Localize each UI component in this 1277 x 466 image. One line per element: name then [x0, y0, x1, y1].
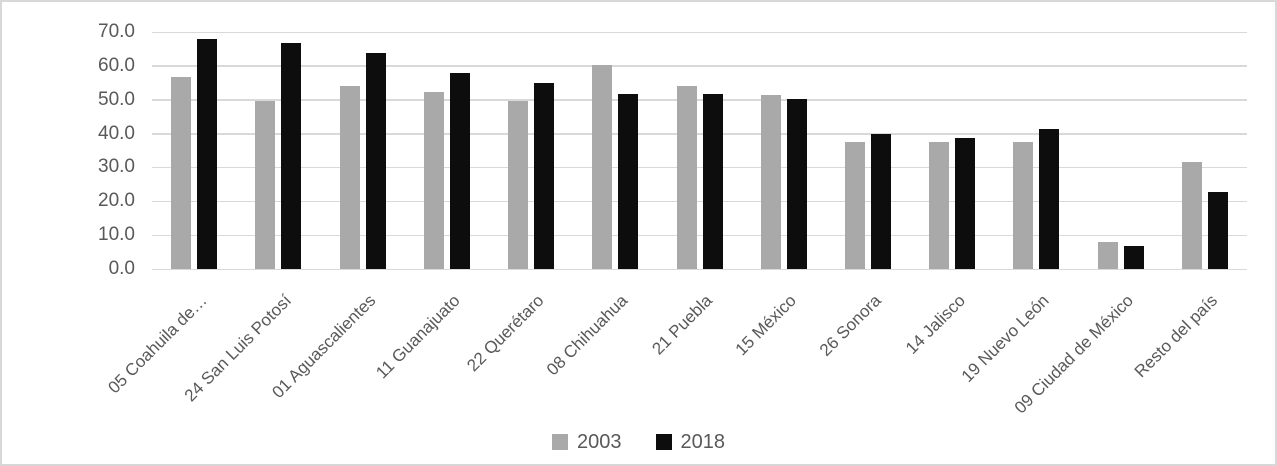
y-tick-label: 20.0	[98, 190, 135, 212]
bar-2018	[534, 83, 555, 269]
x-tick-label: 22 Querétaro	[463, 290, 548, 376]
bar-2018	[870, 133, 891, 269]
bar-2018	[786, 99, 807, 269]
x-tick-label: 14 Jalisco	[901, 290, 969, 358]
bar-2018	[702, 93, 723, 269]
bar-2003	[1181, 162, 1202, 269]
x-tick-label: 19 Nuevo León	[957, 290, 1053, 386]
legend-swatch-icon	[655, 434, 672, 450]
bar-group	[1163, 32, 1247, 269]
bar-group	[152, 32, 236, 269]
bar-2018	[365, 53, 386, 269]
legend-entry-2018: 2018	[655, 431, 726, 453]
plot-area	[152, 31, 1247, 270]
bar-2018	[1207, 192, 1228, 269]
y-tick-label: 30.0	[98, 156, 135, 178]
bar-2003	[760, 94, 781, 269]
bar-2018	[1039, 129, 1060, 269]
y-tick-label: 60.0	[98, 54, 135, 76]
bar-2018	[955, 137, 976, 269]
x-tick-label: Resto del país	[1130, 290, 1222, 382]
x-tick-label: 08 Chihuahua	[543, 290, 632, 380]
legend-label: 2003	[577, 431, 622, 453]
gridline-30.0	[152, 166, 1247, 169]
bar-2003	[844, 142, 865, 269]
bar-group	[657, 32, 741, 269]
gridline-70.0	[152, 31, 1247, 33]
bar-group	[910, 32, 994, 269]
bar-2003	[508, 101, 529, 269]
bar-2003	[339, 86, 360, 269]
bar-2003	[929, 142, 950, 269]
bar-2003	[1097, 242, 1118, 269]
y-tick-label: 0.0	[108, 258, 135, 279]
x-tick-label: 11 Guanajuato	[371, 290, 464, 383]
legend-swatch-icon	[552, 434, 568, 450]
bar-group	[826, 32, 910, 269]
x-tick-label: 26 Sonora	[815, 290, 885, 360]
bar-2018	[449, 72, 470, 269]
bar-group	[236, 32, 320, 269]
bar-2018	[1123, 246, 1144, 269]
bar-2018	[197, 39, 218, 269]
gridline-50.0	[152, 99, 1247, 101]
bar-group	[1079, 32, 1163, 269]
legend-entry-2003: 2003	[552, 432, 622, 452]
y-tick-label: 40.0	[98, 122, 135, 144]
x-tick-label: 15 México	[731, 290, 801, 360]
gridline-10.0	[152, 234, 1247, 237]
y-axis-labels: 0.0 10.0 20.0 30.0 40.0 50.0 60.0 70.0	[2, 21, 152, 279]
bar-2003	[676, 86, 697, 269]
x-axis-labels: 05 Coahuila de… 24 San Luis Potosí 01 Agua…	[104, 274, 1247, 424]
bars	[152, 32, 1247, 269]
bar-2018	[281, 43, 302, 269]
bar-2003	[255, 100, 276, 269]
bar-2003	[592, 65, 613, 269]
legend: 2003 2018	[2, 432, 1275, 452]
bar-2003	[423, 92, 444, 269]
bar-group	[320, 32, 404, 269]
bar-group	[489, 32, 573, 269]
bar-group	[994, 32, 1078, 269]
bar-2003	[1013, 142, 1034, 269]
bar-2003	[171, 76, 192, 269]
gridline-60.0	[152, 65, 1247, 67]
bar-group	[573, 32, 657, 269]
bar-group	[742, 32, 826, 269]
bar-2018	[618, 93, 639, 269]
x-tick-label: 21 Puebla	[648, 290, 716, 359]
y-tick-label: 50.0	[98, 88, 135, 110]
legend-label: 2018	[680, 431, 726, 453]
y-tick-label: 70.0	[98, 21, 135, 42]
gridline-20.0	[152, 200, 1247, 203]
gridline-40.0	[152, 133, 1247, 135]
bar-group	[405, 32, 489, 269]
gridline-0.0	[152, 268, 1247, 270]
y-tick-label: 10.0	[98, 224, 135, 246]
